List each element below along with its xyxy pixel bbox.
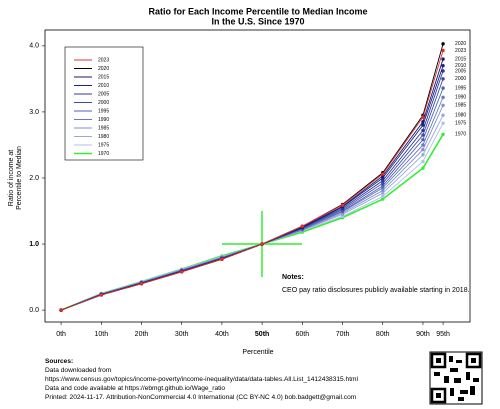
legend-label: 2005 (98, 91, 109, 97)
x-tick-label: 40th (215, 331, 229, 338)
data-point (421, 143, 425, 147)
chart-subtitle: In the U.S. Since 1970 (211, 16, 304, 26)
series-end-label: 2010 (455, 63, 466, 69)
data-point (421, 120, 425, 124)
data-point (300, 224, 305, 228)
notes-text: CEO pay ratio disclosures publicly avail… (282, 287, 470, 294)
data-point (381, 197, 385, 201)
y-tick-label: 0.0 (29, 307, 39, 314)
data-point (421, 133, 425, 137)
series-end-label: 2015 (455, 56, 466, 62)
x-tick-label: 60th (296, 331, 310, 338)
x-tick-label: 70th (336, 331, 350, 338)
notes-title: Notes: (282, 274, 304, 281)
data-point (59, 308, 63, 312)
data-point (381, 178, 385, 183)
legend-label: 2023 (98, 57, 109, 63)
data-point (381, 191, 385, 195)
data-point (421, 153, 425, 157)
legend-box (64, 46, 144, 161)
y-tick-label: 4.0 (29, 43, 39, 50)
y-tick-label: 2.0 (29, 175, 39, 182)
data-point (441, 95, 445, 100)
x-tick-label: 90th (416, 331, 430, 338)
legend-label: 1985 (98, 125, 109, 131)
x-tick-label: 10th (94, 331, 108, 338)
sources-line: Data and code available at https://ebmgt… (45, 385, 225, 392)
data-point (421, 137, 425, 142)
data-point (421, 159, 425, 164)
series-end-label: 2023 (455, 48, 466, 54)
data-point (381, 188, 385, 193)
data-point (220, 257, 224, 261)
y-axis-label: Ratio of income at (8, 150, 15, 206)
data-point (180, 270, 184, 274)
data-point (99, 293, 103, 297)
series-end-label: 2020 (455, 41, 466, 47)
sources-line: Printed: 2024-11-17. Attribution-NonComm… (45, 394, 357, 401)
data-point (441, 103, 445, 108)
plot-frame (44, 29, 471, 323)
data-point (381, 184, 385, 188)
data-point (340, 203, 345, 207)
data-point (381, 194, 385, 199)
y-axis-label: Percentile to Median (16, 146, 23, 210)
x-tick-label: 50th (255, 331, 269, 338)
qr-code (429, 351, 483, 405)
y-tick-label: 3.0 (29, 109, 39, 116)
data-point (441, 86, 445, 90)
data-point (441, 121, 445, 125)
data-point (421, 115, 425, 119)
data-point (441, 42, 445, 46)
sources-title: Sources: (45, 358, 73, 365)
data-point (441, 57, 445, 61)
x-tick-label: 80th (376, 331, 390, 338)
series-end-label: 1985 (455, 103, 466, 109)
data-point (421, 147, 425, 152)
series-end-label: 1970 (455, 132, 466, 138)
series-end-label: 1995 (455, 85, 466, 91)
legend-label: 2000 (98, 100, 109, 106)
data-point (139, 281, 144, 286)
data-point (260, 242, 264, 246)
legend-label: 1975 (98, 142, 109, 148)
data-point (441, 63, 445, 68)
legend-label: 1980 (98, 134, 109, 140)
legend-label: 1995 (98, 108, 109, 114)
data-point (421, 123, 425, 127)
legend-label: 2015 (98, 74, 109, 80)
chart-title: Ratio for Each Income Percentile to Medi… (148, 6, 367, 16)
data-point (441, 132, 445, 137)
x-axis-label: Percentile (242, 349, 273, 356)
series-end-label: 2005 (455, 68, 466, 74)
x-tick-label: 20th (135, 331, 149, 338)
x-tick-label: 30th (175, 331, 189, 338)
data-point (381, 181, 385, 185)
sources-line: Data downloaded from (45, 367, 112, 374)
series-end-label: 1990 (455, 95, 466, 101)
data-point (381, 172, 385, 176)
series-end-label: 2000 (455, 76, 466, 82)
data-point (421, 128, 425, 133)
data-point (441, 77, 445, 81)
series-end-label: 1980 (455, 113, 466, 119)
x-tick-label: 0th (56, 331, 66, 338)
x-tick-label: 95th (436, 331, 450, 338)
data-point (441, 48, 445, 53)
legend-label: 1990 (98, 117, 109, 123)
sources-line: https://www.census.gov/topics/income-pov… (45, 376, 359, 383)
data-point (421, 166, 425, 170)
legend-label: 2020 (98, 66, 109, 72)
y-tick-label: 1.0 (29, 241, 39, 248)
legend-label: 1970 (98, 151, 109, 157)
legend-label: 2010 (98, 83, 109, 89)
series-end-label: 1975 (455, 120, 466, 126)
data-point (441, 69, 445, 73)
data-point (441, 113, 445, 117)
